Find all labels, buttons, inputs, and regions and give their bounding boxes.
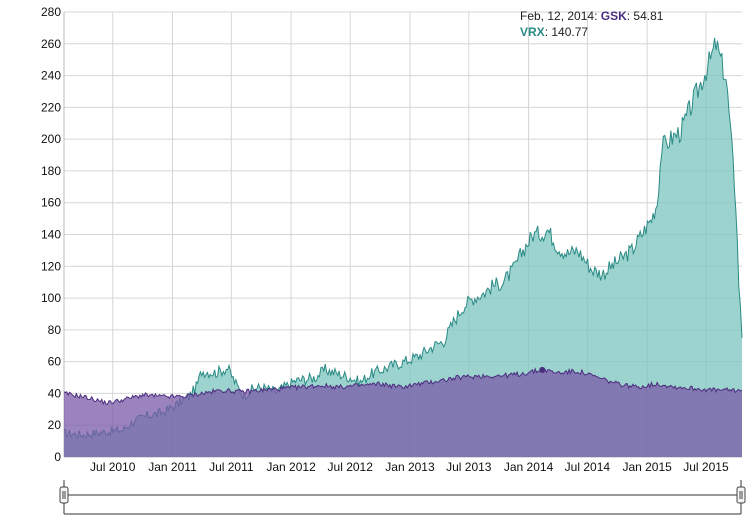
series-area-gsk (64, 368, 742, 457)
y-tick-label: 220 (41, 100, 61, 114)
tooltip-gsk-value: 54.81 (633, 9, 664, 23)
x-tick-label: Jul 2011 (209, 460, 254, 474)
range-navigator[interactable] (59, 480, 746, 515)
y-tick-label: 260 (41, 37, 61, 51)
y-tick-label: 20 (48, 418, 62, 432)
y-tick-label: 40 (48, 386, 62, 400)
x-tick-label: Jan 2014 (504, 460, 554, 474)
x-tick-label: Jul 2014 (565, 460, 611, 474)
tooltip-vrx-label: VRX (520, 25, 545, 39)
y-tick-label: 60 (48, 355, 62, 369)
x-tick-label: Jul 2015 (683, 460, 729, 474)
x-tick-label: Jul 2012 (328, 460, 374, 474)
tooltip-vrx-value: 140.77 (551, 25, 589, 39)
y-tick-label: 140 (41, 228, 61, 242)
highlight-point (539, 366, 546, 373)
y-tick-label: 160 (41, 196, 61, 210)
tooltip-line-gsk: Feb, 12, 2014: GSK: 54.81 (520, 9, 664, 23)
series-line-gsk (63, 367, 743, 406)
y-tick-label: 80 (48, 323, 62, 337)
series-area-vrx (64, 37, 742, 458)
tooltip-date: Feb, 12, 2014 (520, 9, 595, 23)
x-axis: Jul 2010 Jan 2011 Jul 2011 Jan 2012 Jul 2012… (90, 460, 729, 474)
series-areas (63, 37, 743, 458)
hover-marker (539, 366, 546, 373)
x-tick-label: Jan 2015 (622, 460, 672, 474)
x-tick-label: Jan 2011 (148, 460, 197, 474)
navigator-handle-left[interactable] (59, 486, 69, 504)
tooltip-gsk-label: GSK (600, 9, 627, 23)
navigator-handle-right[interactable] (736, 486, 746, 504)
y-tick-label: 180 (41, 164, 61, 178)
y-tick-label: 200 (41, 132, 61, 146)
hover-tooltip: Feb, 12, 2014: GSK: 54.81 VRX: 140.77 (520, 8, 663, 40)
x-tick-label: Jul 2013 (446, 460, 492, 474)
x-tick-label: Jan 2013 (385, 460, 435, 474)
y-tick-label: 280 (41, 5, 61, 19)
x-tick-label: Jul 2010 (90, 460, 136, 474)
y-tick-label: 240 (41, 69, 61, 83)
x-tick-label: Jan 2012 (266, 460, 316, 474)
y-tick-label: 100 (41, 291, 61, 305)
tooltip-line-vrx: VRX: 140.77 (520, 25, 589, 39)
y-tick-label: 0 (54, 450, 61, 464)
y-axis: 0 20 40 60 80 100 120 140 160 180 200 220 240 260 280 (41, 5, 61, 464)
y-tick-label: 120 (41, 259, 61, 273)
